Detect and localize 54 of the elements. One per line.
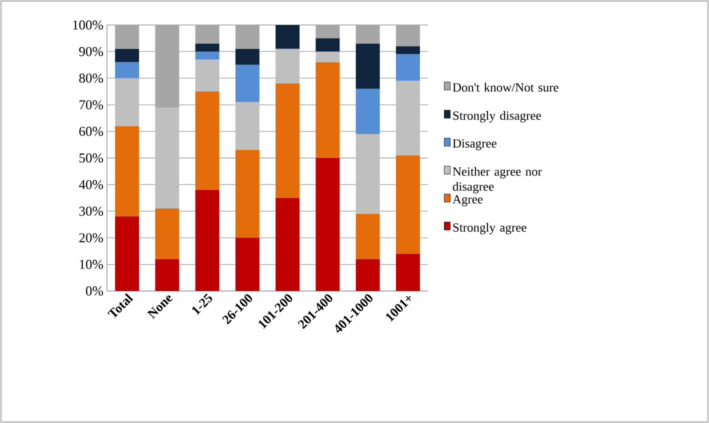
bar xyxy=(195,92,220,190)
bar xyxy=(396,254,420,291)
bar xyxy=(356,259,380,291)
bar xyxy=(195,44,220,52)
bar xyxy=(195,52,220,60)
legend-label: Strongly disagree xyxy=(453,111,541,122)
bar xyxy=(276,48,300,84)
bar xyxy=(316,62,340,158)
bar xyxy=(155,107,180,209)
bar xyxy=(396,155,420,254)
y-tick-label: 50% xyxy=(80,153,104,163)
bar xyxy=(396,54,420,81)
bar xyxy=(316,38,340,52)
bar xyxy=(235,150,260,238)
bar xyxy=(235,48,260,65)
bar xyxy=(155,208,180,260)
y-tick-label: 20% xyxy=(79,233,104,242)
legend-label: Agree xyxy=(452,195,483,206)
y-tick-label: 80% xyxy=(79,74,104,83)
bar xyxy=(195,190,220,291)
bar xyxy=(276,24,300,49)
y-tick-label: 90% xyxy=(79,47,104,56)
y-tick-label: 70% xyxy=(80,100,104,110)
y-tick-label: 100% xyxy=(73,20,104,30)
bar xyxy=(115,62,140,78)
y-tick-label: 40% xyxy=(78,180,104,190)
bar xyxy=(356,134,380,214)
bar xyxy=(235,238,260,291)
bar xyxy=(276,198,300,291)
legend-label: Neither agree nor disagree xyxy=(452,167,542,194)
legend-label: Don't know/Not sure xyxy=(452,82,558,92)
bar xyxy=(235,64,260,102)
bar xyxy=(356,214,380,260)
bar xyxy=(115,78,140,126)
bar xyxy=(155,259,180,291)
y-tick-label: 0% xyxy=(86,286,104,296)
bar xyxy=(396,80,420,156)
bar xyxy=(316,158,340,291)
bar xyxy=(396,46,420,54)
y-tick-label: 60% xyxy=(79,126,104,136)
bar xyxy=(276,84,300,198)
legend-label: Disagree xyxy=(452,139,496,150)
bar xyxy=(195,60,220,92)
bar xyxy=(115,216,140,291)
bar xyxy=(356,88,380,134)
y-tick-label: 30% xyxy=(79,206,104,216)
bar xyxy=(115,48,140,62)
bar xyxy=(115,126,140,217)
y-tick-label: 10% xyxy=(80,260,104,269)
bar xyxy=(235,102,260,150)
legend-label: Strongly agree xyxy=(453,222,526,234)
bar xyxy=(316,52,340,62)
x-tick-label: 1-25 xyxy=(192,294,212,315)
bar xyxy=(356,44,380,89)
